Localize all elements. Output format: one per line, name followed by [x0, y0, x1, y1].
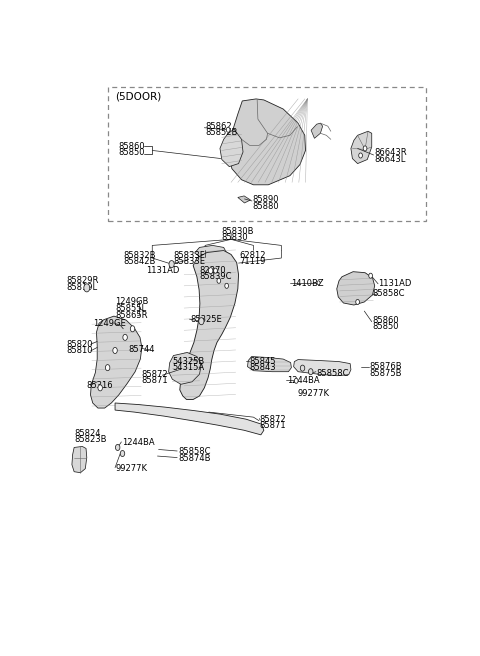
- Text: 85843: 85843: [250, 363, 276, 372]
- Text: 1244BA: 1244BA: [287, 377, 320, 385]
- Polygon shape: [351, 131, 372, 163]
- Polygon shape: [311, 123, 323, 138]
- Text: 85880: 85880: [252, 201, 279, 211]
- Circle shape: [130, 326, 135, 332]
- Text: 1131AD: 1131AD: [378, 279, 412, 288]
- Text: 85316: 85316: [87, 381, 113, 390]
- Circle shape: [115, 444, 120, 451]
- Polygon shape: [180, 251, 239, 400]
- Polygon shape: [195, 245, 227, 256]
- Circle shape: [317, 281, 320, 285]
- Polygon shape: [168, 352, 202, 384]
- Text: 54315A: 54315A: [172, 363, 204, 372]
- Polygon shape: [294, 359, 351, 376]
- Text: 85875B: 85875B: [370, 369, 402, 378]
- Text: 85325E: 85325E: [190, 315, 222, 323]
- Text: 85858C: 85858C: [317, 369, 349, 378]
- Polygon shape: [248, 357, 291, 372]
- Circle shape: [225, 283, 228, 289]
- Text: 85850: 85850: [372, 322, 399, 331]
- Text: 85824: 85824: [74, 429, 101, 438]
- Circle shape: [214, 268, 217, 273]
- Circle shape: [106, 365, 110, 371]
- Circle shape: [120, 451, 125, 457]
- Text: 85829R: 85829R: [67, 276, 99, 285]
- Text: 85872: 85872: [260, 415, 287, 424]
- Text: 99277K: 99277K: [115, 464, 147, 473]
- Circle shape: [294, 379, 298, 383]
- Circle shape: [359, 153, 362, 158]
- Polygon shape: [115, 403, 264, 435]
- Text: 85850: 85850: [119, 148, 145, 157]
- Text: 85830B: 85830B: [222, 227, 254, 236]
- Circle shape: [113, 348, 117, 354]
- Text: 1410BZ: 1410BZ: [290, 279, 323, 288]
- Circle shape: [84, 284, 90, 292]
- Text: 85819L: 85819L: [67, 283, 98, 292]
- Polygon shape: [72, 447, 87, 473]
- Text: 85830: 85830: [222, 234, 249, 242]
- Circle shape: [208, 268, 213, 274]
- Text: 85842B: 85842B: [123, 257, 156, 266]
- Text: 85858C: 85858C: [372, 289, 405, 298]
- Text: 82370: 82370: [200, 266, 226, 275]
- Text: 1244BA: 1244BA: [122, 438, 155, 447]
- Text: 85872: 85872: [141, 370, 168, 379]
- Text: 86643R: 86643R: [374, 148, 407, 157]
- Text: 85871: 85871: [260, 421, 287, 430]
- Text: 85820: 85820: [67, 340, 93, 349]
- Text: 85852B: 85852B: [205, 129, 238, 137]
- Text: 85744: 85744: [128, 346, 155, 354]
- Text: 85810: 85810: [67, 346, 93, 356]
- Polygon shape: [337, 272, 375, 305]
- Circle shape: [300, 365, 305, 371]
- Text: 85860: 85860: [119, 142, 145, 151]
- Text: 54325B: 54325B: [172, 357, 204, 365]
- Circle shape: [356, 299, 360, 304]
- Text: (5DOOR): (5DOOR): [115, 92, 161, 102]
- Circle shape: [123, 335, 127, 340]
- Text: 85874B: 85874B: [178, 453, 211, 462]
- Text: 85890: 85890: [252, 195, 279, 204]
- Text: 1249GB: 1249GB: [115, 297, 148, 306]
- Circle shape: [363, 146, 367, 151]
- Text: 85839C: 85839C: [200, 272, 232, 281]
- Text: 85855L: 85855L: [115, 304, 146, 313]
- Text: 85862: 85862: [205, 122, 232, 131]
- Circle shape: [217, 278, 221, 283]
- Circle shape: [309, 369, 313, 375]
- Text: 85871: 85871: [141, 377, 168, 385]
- Polygon shape: [91, 316, 142, 408]
- Text: 1131AD: 1131AD: [146, 266, 180, 275]
- Text: 85845: 85845: [250, 357, 276, 365]
- Text: 85833F: 85833F: [173, 251, 205, 260]
- Text: 85865R: 85865R: [115, 311, 147, 319]
- Text: 85833E: 85833E: [173, 257, 205, 266]
- Polygon shape: [220, 129, 243, 167]
- Text: 71119: 71119: [240, 257, 266, 266]
- Circle shape: [369, 273, 372, 278]
- Text: 85832B: 85832B: [123, 251, 156, 260]
- Text: 85823B: 85823B: [74, 436, 107, 444]
- Circle shape: [98, 385, 102, 391]
- Polygon shape: [228, 99, 305, 185]
- Text: 86643L: 86643L: [374, 155, 406, 163]
- Text: 85858C: 85858C: [178, 447, 211, 456]
- Text: 85860: 85860: [372, 316, 399, 325]
- Circle shape: [169, 260, 174, 268]
- Text: 85876B: 85876B: [370, 362, 402, 371]
- Circle shape: [226, 127, 230, 133]
- Circle shape: [199, 318, 204, 325]
- Text: 99277K: 99277K: [297, 389, 329, 398]
- Polygon shape: [238, 196, 251, 203]
- Text: 1249GE: 1249GE: [93, 319, 125, 328]
- Text: 62812: 62812: [240, 251, 266, 260]
